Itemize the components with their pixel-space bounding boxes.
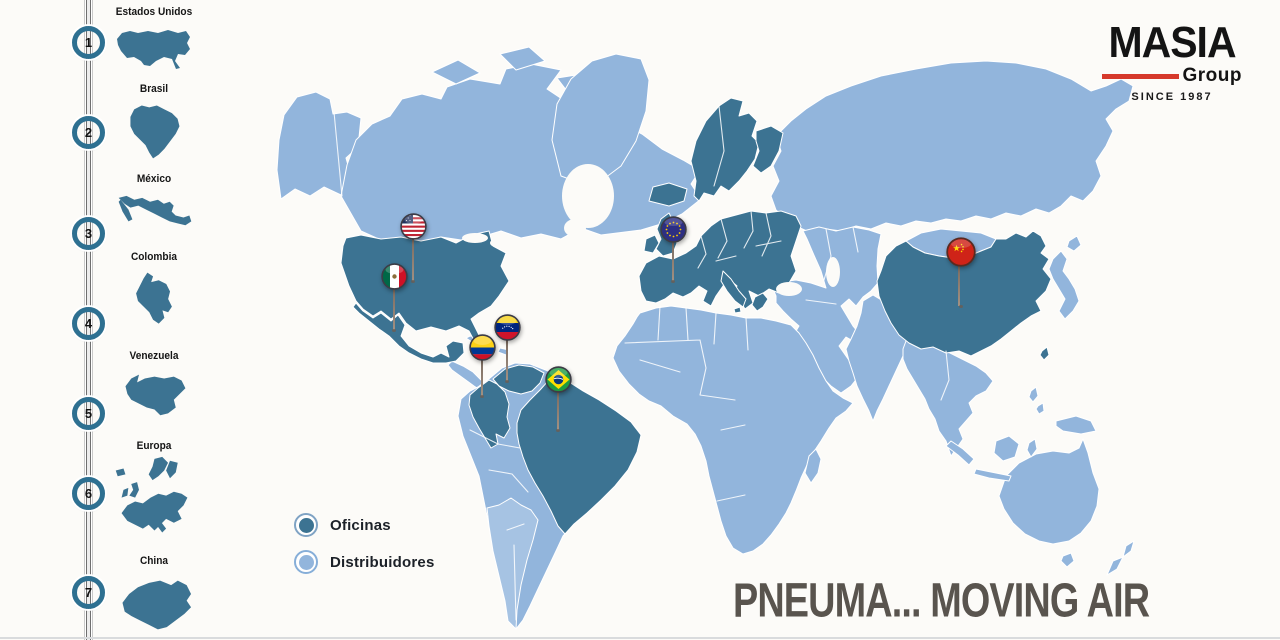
step-number-3: 3	[72, 217, 105, 250]
sidebar-item-colombia: Colombia	[96, 251, 212, 334]
pin-tip	[959, 305, 963, 308]
usa-flag-icon	[400, 213, 427, 240]
colombia-marker	[469, 334, 496, 398]
legend-label: Oficinas	[330, 516, 391, 534]
china-marker	[946, 237, 976, 308]
pin-tip	[480, 395, 484, 398]
mexico-flag-icon	[381, 263, 408, 290]
sidebar-item-mexico: México	[96, 173, 212, 242]
mexico	[352, 302, 465, 364]
taiwan	[1039, 346, 1050, 361]
scandinavia	[690, 97, 760, 202]
pin-tip	[392, 329, 396, 332]
china-flag-icon	[946, 237, 976, 267]
sidebar-item-china: China	[96, 555, 212, 640]
logo-group-text: Group	[1182, 65, 1242, 86]
step-number-5: 5	[72, 397, 105, 430]
colombia-shape-icon	[136, 272, 172, 324]
brazil-marker	[545, 366, 572, 432]
new-guinea	[1055, 415, 1097, 435]
africa	[612, 305, 854, 555]
venezuela-flag-icon	[494, 314, 521, 341]
usa-marker	[400, 213, 427, 283]
eu-flag-icon	[660, 216, 687, 243]
legend-label: Distribuidores	[330, 553, 435, 571]
madagascar	[804, 448, 822, 484]
venezuela-shape-icon	[125, 374, 186, 416]
step-number-4: 4	[72, 307, 105, 340]
step-number-7: 7	[72, 576, 105, 609]
russia	[770, 60, 1134, 234]
tasmania	[1060, 552, 1075, 568]
japan	[1048, 235, 1082, 320]
pin-line	[557, 392, 559, 430]
pin-tip	[411, 280, 415, 283]
sidebar-item-estados-unidos: Estados Unidos	[96, 6, 212, 71]
venezuela-marker	[494, 314, 521, 383]
country-label: Colombia	[130, 251, 178, 263]
australia	[998, 438, 1100, 545]
pin-tip	[556, 429, 560, 432]
country-label: México	[136, 173, 172, 185]
italy	[720, 270, 747, 314]
indonesia	[945, 435, 1038, 482]
greece	[751, 292, 769, 312]
distributor-swatch-icon	[294, 550, 318, 574]
logo-red-line	[1102, 73, 1179, 79]
pin-line	[412, 239, 414, 281]
philippines	[1028, 386, 1045, 415]
logo-brand-text: MASIA	[1108, 17, 1236, 67]
pin-line	[481, 360, 483, 396]
usa-shape-icon	[117, 30, 190, 69]
brazil-flag-icon	[545, 366, 572, 393]
pin-tip	[671, 280, 675, 283]
colombia	[468, 379, 511, 449]
sidebar-item-venezuela: Venezuela	[96, 350, 212, 423]
bottom-divider	[0, 637, 1280, 639]
ireland	[643, 234, 660, 254]
country-label: Brasil	[139, 83, 169, 95]
black-sea	[776, 282, 802, 296]
masia-group-logo: MASIA Group SINCE 1987	[1102, 17, 1242, 103]
southeast-asia	[902, 332, 994, 457]
logo-since-text: SINCE 1987	[1131, 91, 1213, 103]
europe-marker	[660, 216, 687, 283]
caspian-sea	[826, 257, 840, 287]
pin-line	[506, 340, 508, 381]
legend-item-distributors: Distribuidores	[294, 550, 434, 574]
country-label: Estados Unidos	[115, 6, 193, 18]
mexico-marker	[381, 263, 408, 332]
office-swatch-icon	[294, 513, 318, 537]
country-label: China	[139, 555, 169, 567]
pin-tip	[505, 380, 509, 383]
step-number-6: 6	[72, 477, 105, 510]
new-zealand	[1106, 540, 1135, 576]
iceland	[648, 182, 688, 207]
step-number-2: 2	[72, 116, 105, 149]
pin-line	[958, 266, 960, 306]
step-number-1: 1	[72, 26, 105, 59]
brazil-shape-icon	[130, 105, 180, 159]
venezuela	[492, 364, 545, 395]
argentina	[486, 497, 539, 630]
europe-shape-icon	[115, 456, 188, 533]
usa	[340, 230, 510, 347]
china-shape-icon	[122, 580, 192, 630]
pin-line	[672, 242, 674, 281]
legend: Oficinas Distribuidores	[294, 513, 434, 587]
great-lakes	[462, 233, 488, 243]
hudson-bay	[562, 164, 614, 228]
legend-item-offices: Oficinas	[294, 513, 434, 537]
finland	[752, 125, 784, 174]
pin-line	[393, 289, 395, 330]
country-label: Europa	[136, 440, 172, 452]
sidebar-item-europa: Europa	[96, 440, 212, 547]
country-label: Venezuela	[129, 350, 179, 362]
colombia-flag-icon	[469, 334, 496, 361]
mexico-shape-icon	[118, 195, 192, 226]
sidebar-item-brasil: Brasil	[96, 83, 212, 164]
tagline: PNEUMA... MOVING AIR	[733, 574, 1150, 628]
